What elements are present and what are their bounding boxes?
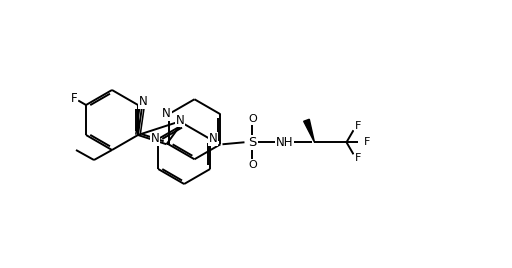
Text: F: F [355, 121, 361, 131]
Text: O: O [248, 160, 257, 170]
Text: S: S [248, 136, 257, 149]
Text: F: F [364, 137, 371, 147]
Text: F: F [71, 91, 77, 105]
Text: N: N [138, 95, 147, 107]
Text: N: N [151, 132, 160, 146]
Text: N: N [209, 132, 218, 146]
Polygon shape [304, 119, 314, 142]
Text: F: F [355, 153, 361, 163]
Text: N: N [176, 114, 184, 126]
Text: O: O [248, 114, 257, 124]
Text: NH: NH [276, 136, 293, 149]
Text: N: N [162, 107, 171, 120]
